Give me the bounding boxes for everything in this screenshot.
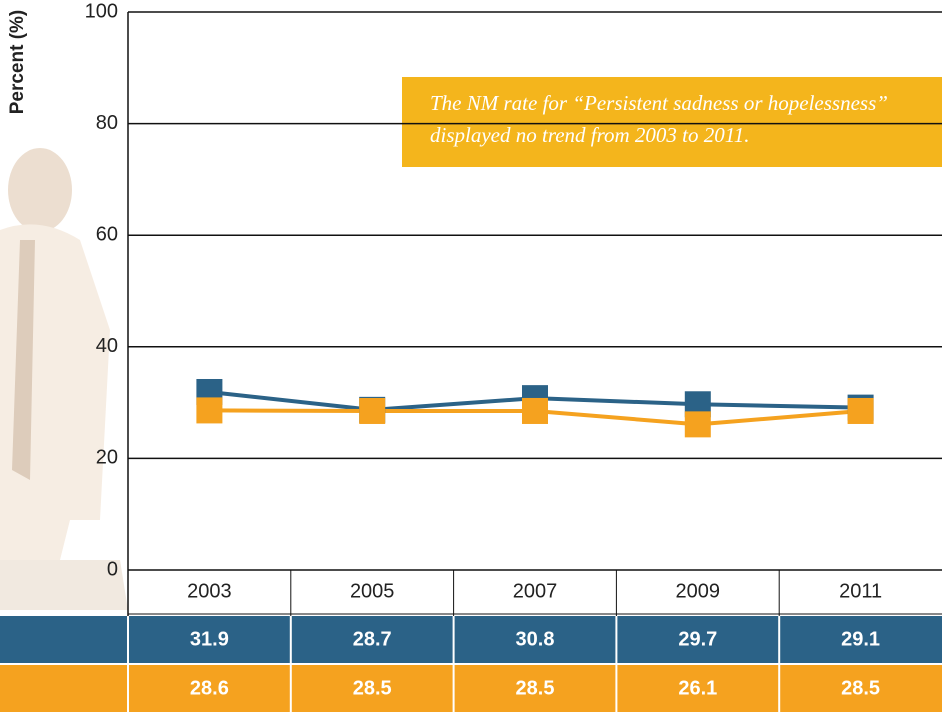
annotation-box <box>402 77 942 167</box>
table-value: 29.7 <box>678 628 717 650</box>
background-figure <box>0 148 128 610</box>
table-value: 28.5 <box>516 677 555 699</box>
annotation: displayed no trend from 2003 to 2011. <box>430 123 749 147</box>
marker <box>522 397 548 424</box>
table-value: 28.5 <box>353 677 392 699</box>
marker <box>359 397 386 424</box>
y-tick-label: 0 <box>107 558 118 580</box>
y-tick-label: 20 <box>96 447 118 469</box>
table-value: 28.7 <box>353 628 392 650</box>
marker <box>847 397 874 424</box>
y-tick-label: 40 <box>96 335 118 357</box>
table-row <box>0 665 942 712</box>
marker <box>196 397 223 424</box>
marker <box>684 411 711 438</box>
x-tick-label: 2011 <box>839 580 882 602</box>
table-row <box>0 616 942 663</box>
table-value: 31.9 <box>190 628 229 650</box>
y-tick-label: 60 <box>96 223 118 245</box>
y-tick-label: 100 <box>85 0 118 22</box>
table-value: 28.5 <box>841 677 880 699</box>
x-tick-label: 2009 <box>676 580 721 602</box>
x-tick-label: 2005 <box>350 580 395 602</box>
table-value: 30.8 <box>516 628 555 650</box>
y-axis-label: Percent (%) <box>7 10 28 115</box>
x-tick-label: 2007 <box>513 580 558 602</box>
x-tick-label: 2003 <box>187 580 232 602</box>
table-value: 28.6 <box>190 677 229 699</box>
annotation: The NM rate for “Persistent sadness or h… <box>430 91 888 115</box>
table-value: 29.1 <box>841 628 880 650</box>
table-value: 26.1 <box>678 677 717 699</box>
y-tick-label: 80 <box>96 112 118 134</box>
